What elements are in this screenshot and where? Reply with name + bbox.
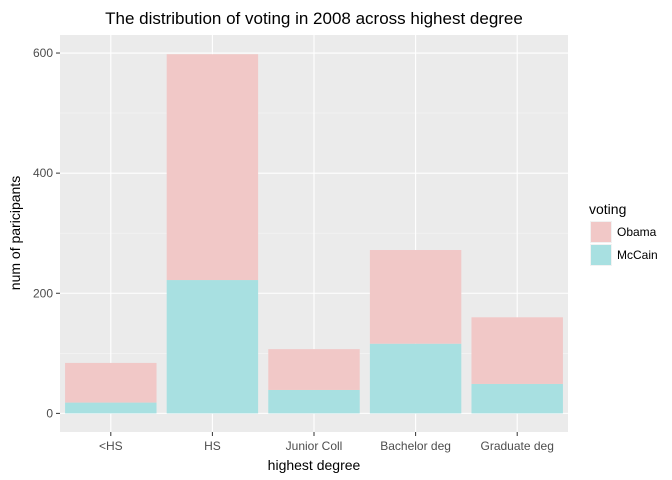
bar-mccain-4	[471, 383, 563, 414]
chart-title: The distribution of voting in 2008 acros…	[105, 9, 523, 28]
x-axis-title: highest degree	[268, 457, 361, 473]
legend-swatch-mccain	[591, 245, 611, 265]
bar-mccain-0	[65, 402, 157, 414]
bar-mccain-2	[268, 389, 360, 414]
legend: voting Obama McCain	[589, 201, 658, 266]
x-tick-label: Junior Coll	[286, 439, 343, 453]
y-tick-label: 0	[46, 406, 53, 420]
bar-obama-4	[471, 317, 563, 384]
x-tick-label: Graduate deg	[481, 439, 554, 453]
legend-label-mccain: McCain	[617, 248, 658, 262]
x-axis: <HS HS Junior Coll Bachelor deg Graduate deg	[99, 432, 554, 453]
x-tick-label: HS	[204, 439, 221, 453]
bar-mccain-3	[369, 343, 462, 414]
legend-title: voting	[589, 201, 626, 217]
bar-mccain-1	[166, 280, 259, 414]
x-tick-label: Bachelor deg	[380, 439, 451, 453]
y-axis-title: num of paricipants	[7, 176, 23, 290]
x-tick-label: <HS	[99, 439, 123, 453]
bars	[65, 54, 563, 414]
bar-obama-1	[166, 54, 259, 281]
legend-swatch-obama	[591, 222, 611, 242]
y-tick-label: 200	[33, 286, 53, 300]
bar-obama-2	[268, 349, 360, 390]
y-tick-label: 600	[33, 46, 53, 60]
y-tick-label: 400	[33, 166, 53, 180]
bar-obama-3	[369, 250, 462, 344]
bar-obama-0	[65, 362, 157, 403]
y-axis: 0 200 400 600	[33, 46, 60, 420]
legend-label-obama: Obama	[617, 225, 657, 239]
